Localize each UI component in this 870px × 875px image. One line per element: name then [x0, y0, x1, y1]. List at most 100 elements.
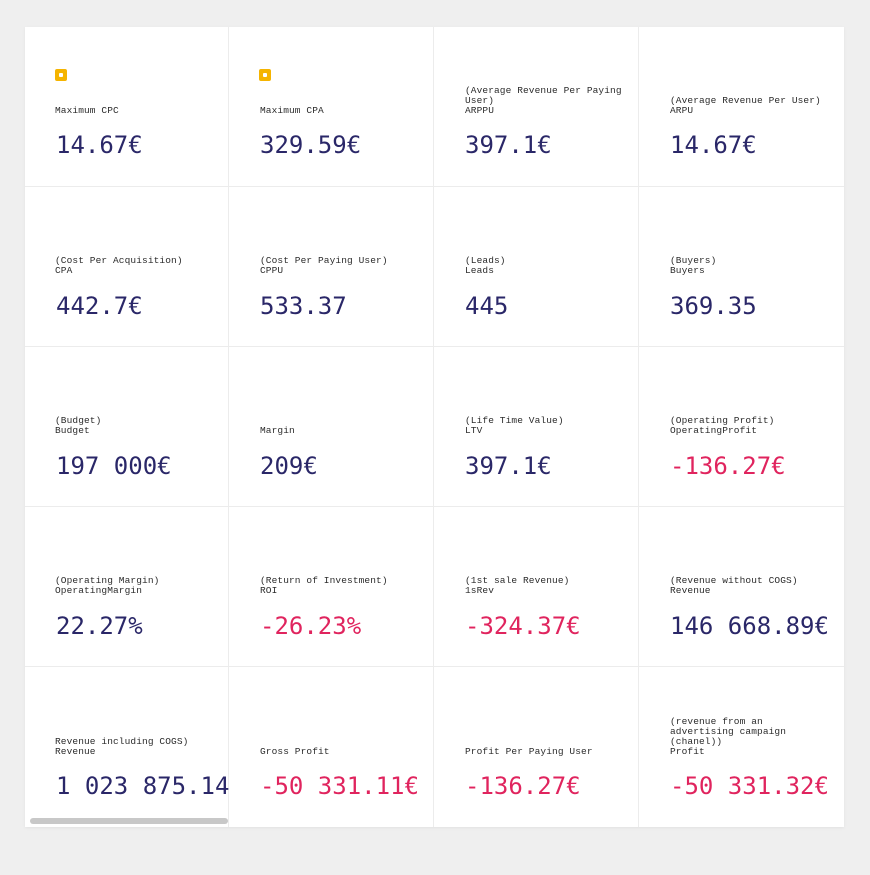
metric-value: 369.35 [670, 292, 757, 320]
metric-value: -324.37€ [465, 612, 581, 640]
metric-value: 533.37 [260, 292, 347, 320]
metric-key: ARPU [670, 105, 694, 116]
metric-description: Revenue including COGS) [55, 736, 189, 747]
metric-value: 22.27% [56, 612, 143, 640]
metric-description: Profit Per Paying User [465, 746, 593, 757]
metric-card: (Revenue without COGS) Revenue 146 668.89€ [639, 507, 844, 667]
metric-card: (Operating Margin) OperatingMargin 22.27% [25, 507, 229, 667]
metric-value: 14.67€ [56, 131, 143, 159]
metric-value: -136.27€ [670, 452, 786, 480]
metric-card: (Life Time Value) LTV 397.1€ [434, 347, 639, 507]
metric-card: (Leads) Leads 445 [434, 187, 639, 347]
metric-description: (Buyers) [670, 255, 717, 266]
metric-labels: Maximum CPA [260, 106, 417, 116]
metric-key: LTV [465, 425, 483, 436]
metric-value: 197 000€ [56, 452, 172, 480]
metric-labels: (Cost Per Acquisition) CPA [55, 256, 212, 276]
metric-description: (Average Revenue Per User) [670, 95, 821, 106]
metric-value: 1 023 875.14€ [56, 772, 244, 800]
metric-labels: (Revenue without COGS) Revenue [670, 576, 828, 596]
metric-key: ARPPU [465, 105, 495, 116]
metric-card: Profit Per Paying User -136.27€ [434, 667, 639, 827]
metric-card: (Cost Per Acquisition) CPA 442.7€ [25, 187, 229, 347]
metric-key: 1sRev [465, 585, 495, 596]
metrics-grid: Maximum CPC 14.67€ Maximum CPA 329.59€ (Aver… [25, 27, 844, 827]
metric-labels: Margin [260, 426, 417, 436]
horizontal-scrollbar[interactable] [30, 818, 228, 824]
metric-description: (Budget) [55, 415, 102, 426]
metric-value: -136.27€ [465, 772, 581, 800]
metric-labels: (Buyers) Buyers [670, 256, 828, 276]
metric-key: ROI [260, 585, 278, 596]
metric-value: 14.67€ [670, 131, 757, 159]
metric-card: Maximum CPA 329.59€ [229, 27, 434, 187]
metric-labels: (Operating Profit) OperatingProfit [670, 416, 828, 436]
metric-description: (Return of Investment) [260, 575, 388, 586]
metric-card: (Average Revenue Per User) ARPU 14.67€ [639, 27, 844, 187]
metric-key: OperatingMargin [55, 585, 143, 596]
metric-labels: (Average Revenue Per User) ARPU [670, 96, 828, 116]
metric-key: Revenue [55, 746, 96, 757]
metric-key: Budget [55, 425, 90, 436]
metric-description: (revenue from an advertising campaign (c… [670, 716, 792, 747]
metric-labels: (Budget) Budget [55, 416, 212, 436]
metric-card: (Operating Profit) OperatingProfit -136.27… [639, 347, 844, 507]
metric-card: (Return of Investment) ROI -26.23% [229, 507, 434, 667]
metrics-panel: Maximum CPC 14.67€ Maximum CPA 329.59€ (Aver… [25, 27, 844, 827]
metric-description: Gross Profit [260, 746, 330, 757]
star-badge-icon-center [263, 73, 267, 77]
metric-value: 209€ [260, 452, 318, 480]
metric-labels: Profit Per Paying User [465, 747, 622, 757]
metric-description: (Operating Profit) [670, 415, 775, 426]
metric-key: CPPU [260, 265, 284, 276]
metric-value: 442.7€ [56, 292, 143, 320]
metric-value: 397.1€ [465, 452, 552, 480]
metric-value: 146 668.89€ [670, 612, 829, 640]
metric-labels: (Average Revenue Per Paying User) ARPPU [465, 86, 622, 116]
metric-key: Buyers [670, 265, 705, 276]
star-badge-icon [55, 69, 67, 81]
metric-card: (Buyers) Buyers 369.35 [639, 187, 844, 347]
metric-description: (1st sale Revenue) [465, 575, 570, 586]
metric-description: Maximum CPA [260, 105, 324, 116]
metric-card: (revenue from an advertising campaign (c… [639, 667, 844, 827]
metric-labels: (revenue from an advertising campaign (c… [670, 717, 828, 757]
metric-description: Margin [260, 425, 295, 436]
metric-description: Maximum CPC [55, 105, 119, 116]
metric-key: CPA [55, 265, 73, 276]
metric-labels: (1st sale Revenue) 1sRev [465, 576, 622, 596]
metric-card: Revenue including COGS) Revenue 1 023 875.… [25, 667, 244, 827]
metric-card: Margin 209€ [229, 347, 434, 507]
metric-value: -50 331.11€ [260, 772, 419, 800]
metric-labels: (Return of Investment) ROI [260, 576, 417, 596]
metric-card: (1st sale Revenue) 1sRev -324.37€ [434, 507, 639, 667]
star-badge-icon-center [59, 73, 63, 77]
metric-labels: Revenue including COGS) Revenue [55, 737, 212, 757]
metric-value: 329.59€ [260, 131, 362, 159]
metric-key: Profit [670, 746, 705, 757]
metric-labels: Gross Profit [260, 747, 417, 757]
metric-description: (Life Time Value) [465, 415, 564, 426]
metric-value: -50 331.32€ [670, 772, 829, 800]
metric-labels: (Cost Per Paying User) CPPU [260, 256, 417, 276]
metric-card: (Average Revenue Per Paying User) ARPPU 39… [434, 27, 639, 187]
metric-description: (Average Revenue Per Paying User) [465, 85, 628, 106]
metric-labels: Maximum CPC [55, 106, 212, 116]
metric-description: (Operating Margin) [55, 575, 160, 586]
metric-key: Revenue [670, 585, 711, 596]
star-badge-icon [259, 69, 271, 81]
metric-labels: (Life Time Value) LTV [465, 416, 622, 436]
metric-description: (Leads) [465, 255, 506, 266]
metric-description: (Cost Per Acquisition) [55, 255, 183, 266]
metric-labels: (Leads) Leads [465, 256, 622, 276]
metric-card: Maximum CPC 14.67€ [25, 27, 229, 187]
metric-key: OperatingProfit [670, 425, 758, 436]
metric-card: Gross Profit -50 331.11€ [229, 667, 434, 827]
metric-description: (Revenue without COGS) [670, 575, 798, 586]
metric-key: Leads [465, 265, 495, 276]
metric-value: 445 [465, 292, 509, 320]
metric-value: 397.1€ [465, 131, 552, 159]
metric-labels: (Operating Margin) OperatingMargin [55, 576, 212, 596]
metric-description: (Cost Per Paying User) [260, 255, 388, 266]
metric-card: (Budget) Budget 197 000€ [25, 347, 229, 507]
